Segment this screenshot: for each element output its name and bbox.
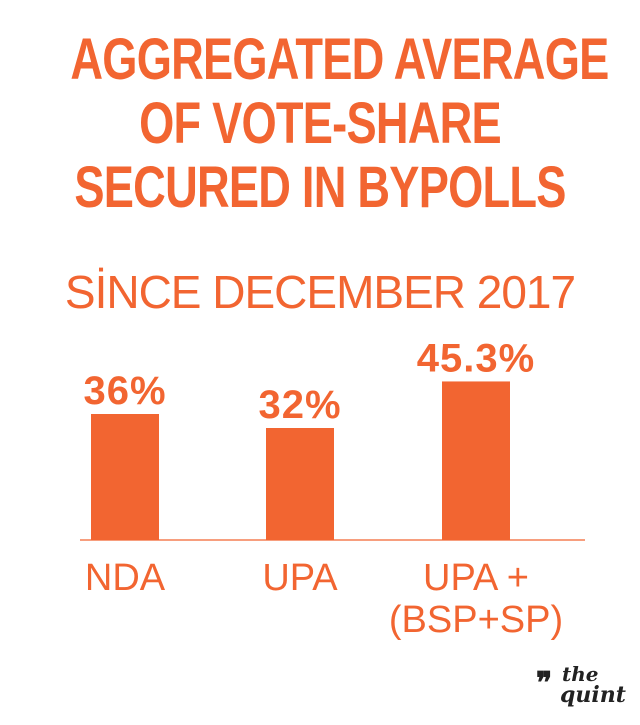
- title-line-3: SECURED IN BYPOLLS: [74, 155, 566, 220]
- bar-chart: 36% NDA 32% UPA 45.3% UPA +(BSP+SP): [80, 340, 585, 641]
- the-quint-logo: ❞ the quint: [536, 663, 626, 713]
- bar-1: [266, 428, 334, 540]
- bar-0: [91, 414, 159, 540]
- category-label-2-0: UPA +: [423, 557, 529, 599]
- bar-2: [442, 381, 510, 540]
- quote-mark-icon: ❞: [536, 666, 553, 701]
- title-line-1: AGGREGATED AVERAGE: [70, 27, 609, 92]
- category-label-2-1: (BSP+SP): [389, 599, 563, 641]
- chart-subtitle: SİNCE DECEMBER 2017: [64, 266, 576, 318]
- category-label-0-0: NDA: [85, 557, 166, 599]
- data-label-1: 32%: [258, 383, 341, 427]
- chart-title: AGGREGATED AVERAGE OF VOTE-SHARE SECURED…: [70, 27, 609, 220]
- logo-text-the: the: [562, 662, 599, 686]
- data-label-0: 36%: [83, 369, 166, 413]
- title-line-2: OF VOTE-SHARE: [139, 91, 502, 156]
- logo-text-quint: quint: [560, 682, 626, 708]
- data-label-2: 45.3%: [417, 340, 535, 380]
- category-label-1-0: UPA: [262, 557, 338, 599]
